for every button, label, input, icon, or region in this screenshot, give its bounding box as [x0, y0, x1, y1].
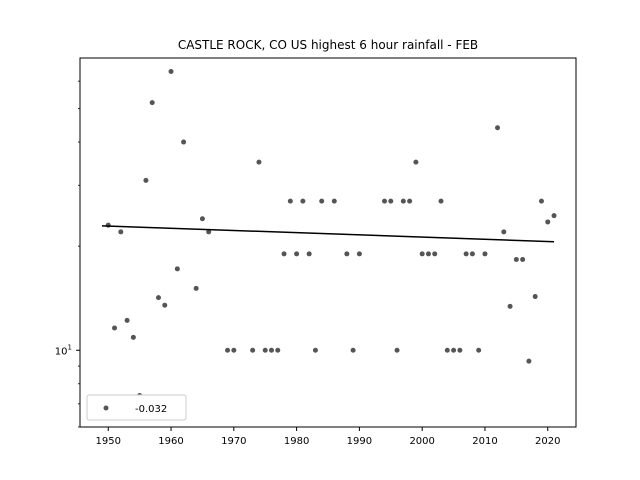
- axes-frame: [79, 57, 577, 428]
- data-point: [275, 347, 281, 353]
- data-point: [168, 68, 174, 74]
- data-point: [105, 222, 111, 228]
- data-point: [350, 347, 356, 353]
- data-point: [444, 347, 450, 353]
- legend-label: -0.032: [135, 404, 167, 415]
- data-point: [206, 229, 212, 235]
- data-point: [400, 198, 406, 204]
- data-point: [425, 251, 431, 257]
- data-point: [143, 177, 149, 183]
- data-point: [331, 198, 337, 204]
- data-point: [181, 139, 187, 145]
- data-point: [438, 198, 444, 204]
- data-point: [463, 251, 469, 257]
- data-point: [250, 347, 256, 353]
- legend-box: [86, 394, 187, 421]
- data-point: [532, 294, 538, 300]
- data-point: [495, 125, 501, 131]
- data-point: [526, 358, 532, 364]
- data-point: [287, 198, 293, 204]
- data-point: [319, 198, 325, 204]
- data-point: [312, 347, 318, 353]
- data-point: [162, 302, 168, 308]
- data-point: [118, 229, 124, 235]
- x-tick-label: 2000: [409, 436, 434, 447]
- data-point: [344, 251, 350, 257]
- x-tick-label: 2010: [472, 436, 497, 447]
- x-tick-label: 1970: [221, 436, 246, 447]
- x-tick-label: 1960: [158, 436, 183, 447]
- data-point: [538, 198, 544, 204]
- data-point: [451, 347, 457, 353]
- legend: -0.032: [86, 394, 187, 421]
- data-point: [394, 347, 400, 353]
- data-point: [507, 303, 513, 309]
- data-point: [356, 251, 362, 257]
- data-point: [306, 251, 312, 257]
- data-point: [262, 347, 268, 353]
- data-point: [300, 198, 306, 204]
- data-point: [469, 251, 475, 257]
- data-point: [419, 251, 425, 257]
- legend-marker: [103, 405, 109, 411]
- x-tick-label: 1980: [284, 436, 309, 447]
- data-point: [193, 285, 199, 291]
- data-point: [231, 347, 237, 353]
- y-tick-label: 101: [55, 343, 72, 357]
- x-tick-label: 2020: [535, 436, 560, 447]
- x-tick-label: 1950: [96, 436, 121, 447]
- data-point: [520, 257, 526, 263]
- x-tick-label: 1990: [347, 436, 372, 447]
- data-point: [281, 251, 287, 257]
- data-point: [112, 325, 118, 331]
- trend-line: [101, 225, 555, 243]
- chart-title: CASTLE ROCK, CO US highest 6 hour rainfa…: [178, 38, 478, 52]
- data-point: [501, 229, 507, 235]
- data-point: [382, 198, 388, 204]
- data-point: [551, 213, 557, 219]
- data-point: [149, 100, 155, 106]
- data-point: [513, 257, 519, 263]
- data-point: [174, 266, 180, 272]
- data-point: [388, 198, 394, 204]
- data-point: [482, 251, 488, 257]
- axes: 1950 1960 1970 1980 1990 2000 2010 2020 101: [55, 57, 577, 447]
- data-point: [413, 159, 419, 165]
- data-point: [155, 295, 161, 301]
- data-point: [268, 347, 274, 353]
- data-point: [407, 198, 413, 204]
- data-point: [457, 347, 463, 353]
- data-point: [545, 219, 551, 225]
- data-point: [294, 251, 300, 257]
- data-point: [124, 317, 130, 323]
- data-point: [432, 251, 438, 257]
- data-point: [225, 347, 231, 353]
- data-point: [476, 347, 482, 353]
- plot-area: [101, 68, 557, 398]
- data-point: [199, 216, 205, 222]
- data-point: [256, 159, 262, 165]
- data-point: [130, 334, 136, 340]
